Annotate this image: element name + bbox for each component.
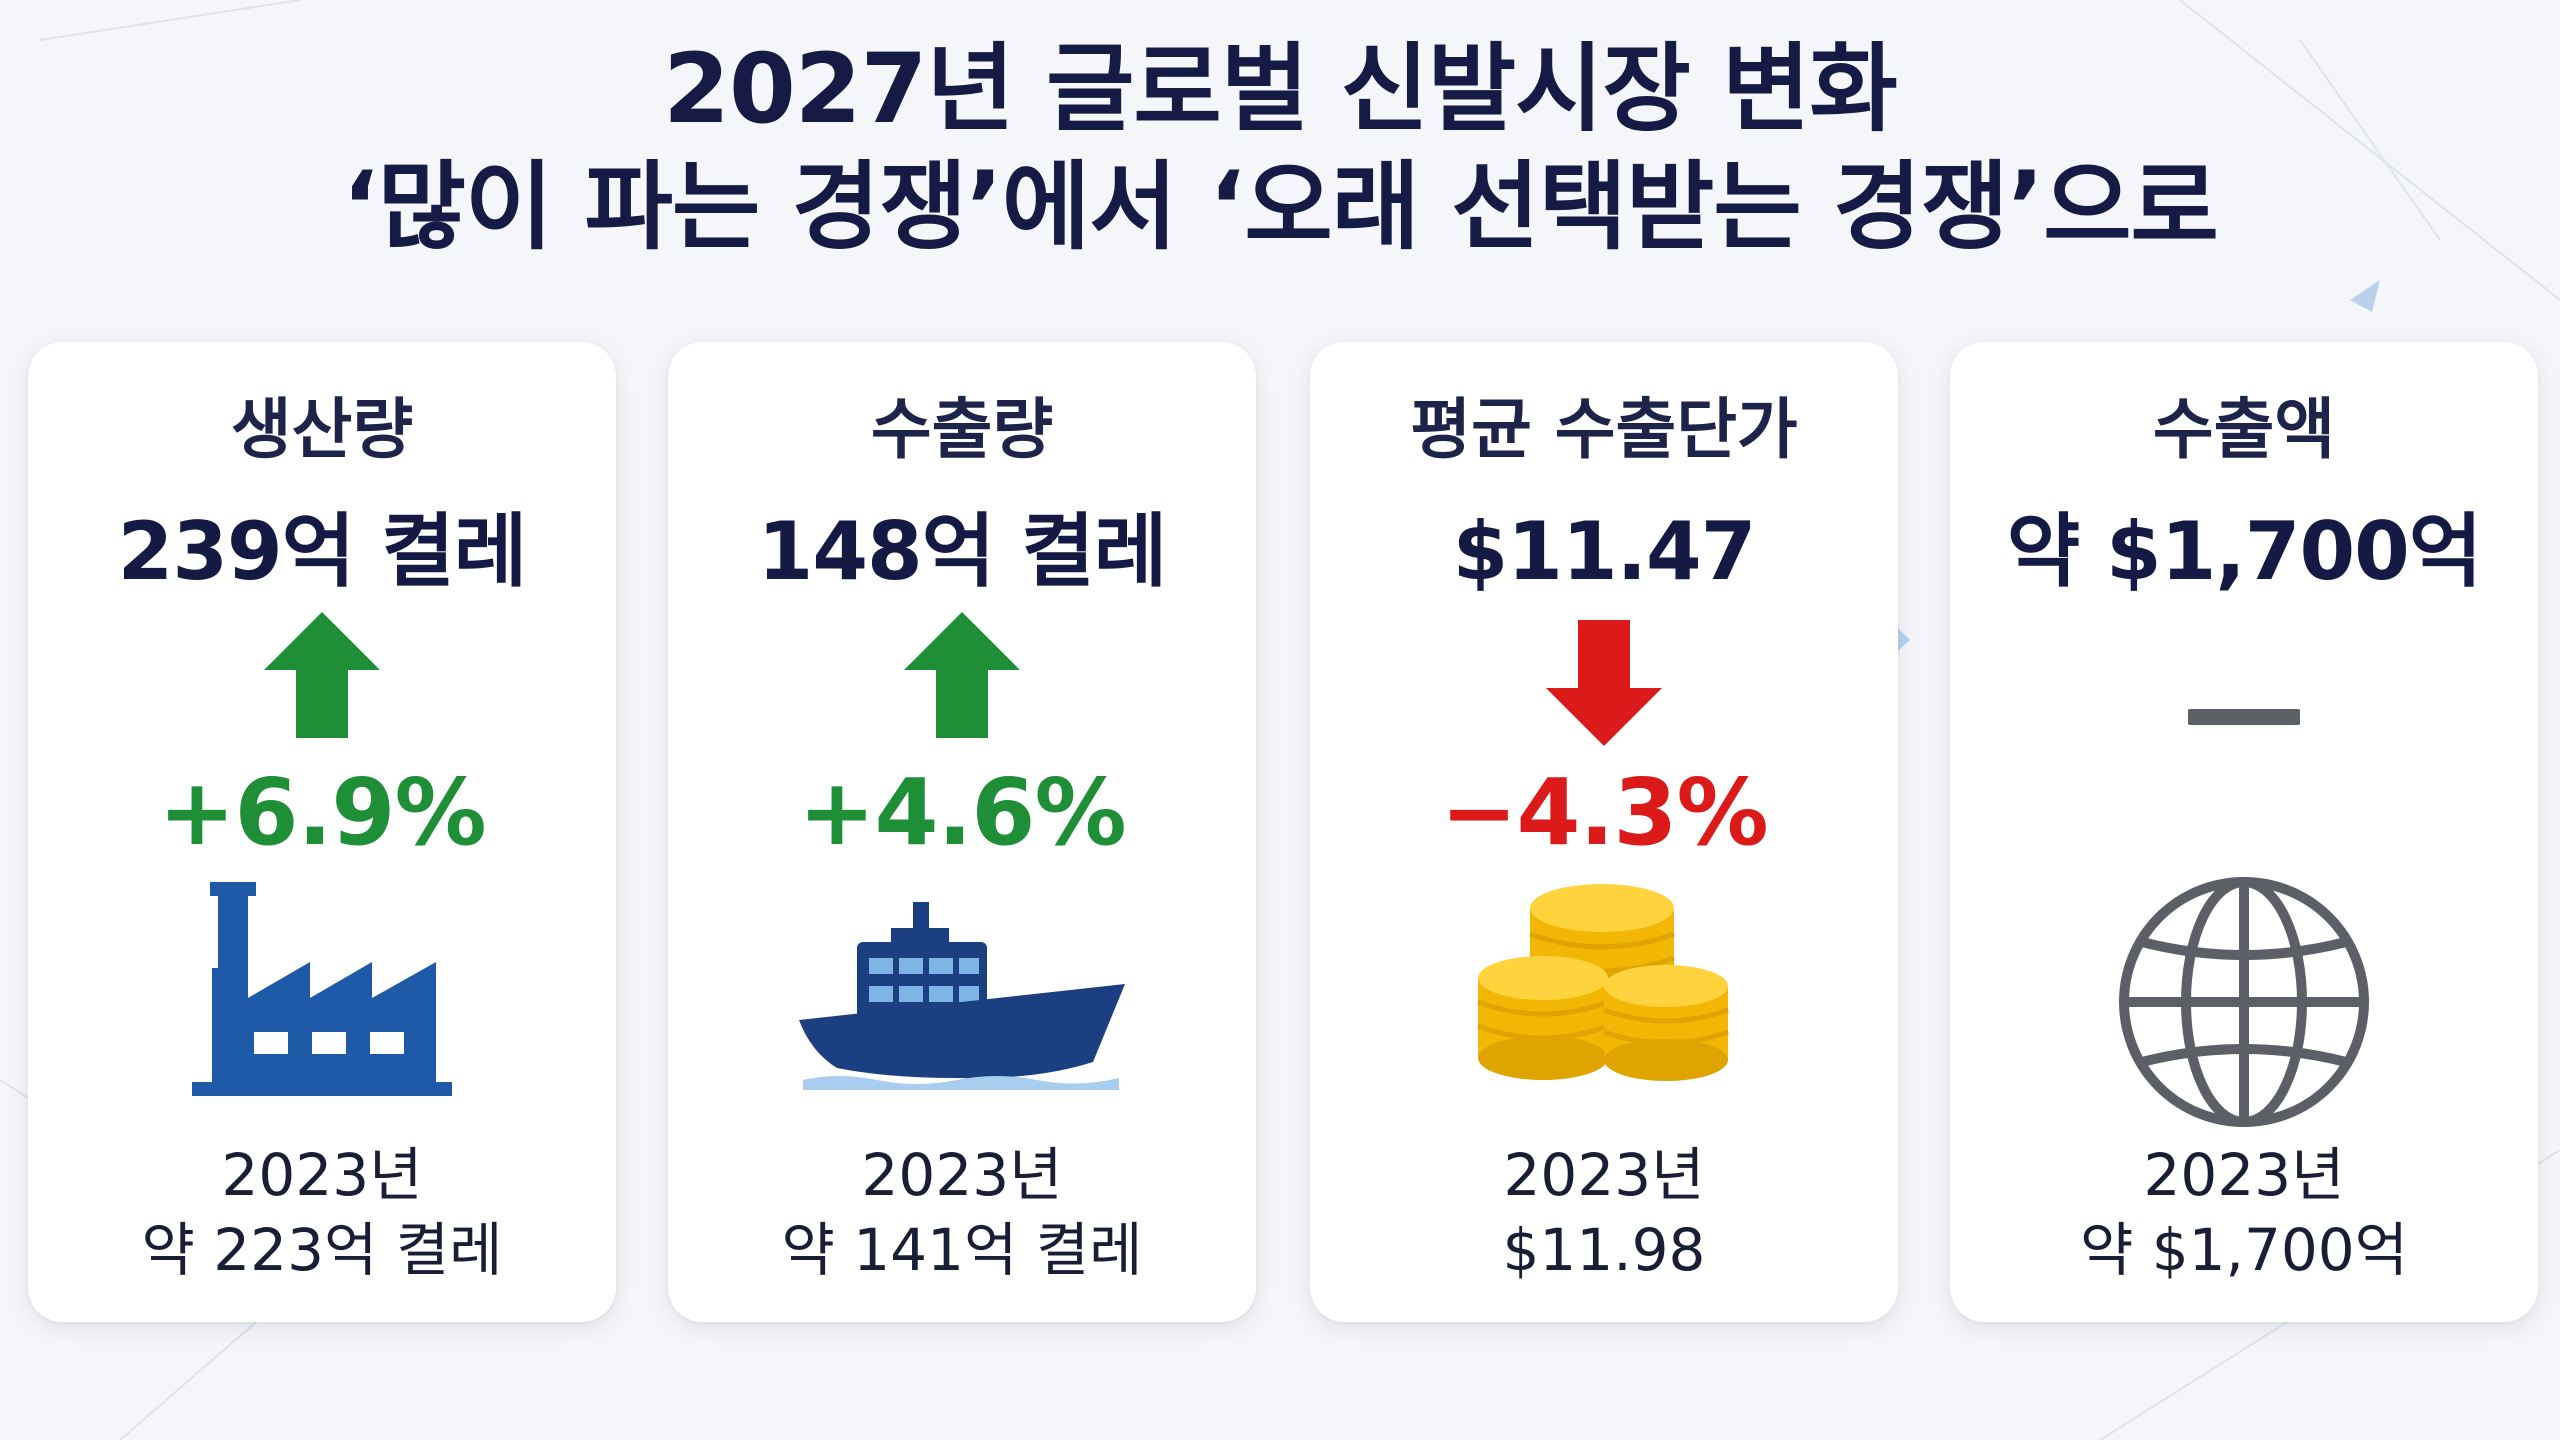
headline: 2027년 글로벌 신발시장 변화 ‘많이 파는 경쟁’에서 ‘오래 선택받는 …: [0, 30, 2560, 266]
base-year: 2023년: [2143, 1141, 2345, 1209]
base-year: 2023년: [861, 1141, 1063, 1209]
base-year: 2023년: [1503, 1141, 1705, 1209]
coins-icon: [1477, 884, 1729, 1081]
headline-line-1: 2027년 글로벌 신발시장 변화: [663, 33, 1898, 145]
card-title: 평균 수출단가: [1410, 391, 1798, 468]
headline-line-2: ‘많이 파는 경쟁’에서 ‘오래 선택받는 경쟁’으로: [342, 151, 2219, 263]
no-change-dash-icon: [2188, 709, 2300, 725]
base-value: 약 141억 켤레: [781, 1216, 1143, 1284]
card-value: $11.47: [1452, 505, 1757, 598]
card-title: 수출량: [870, 391, 1054, 468]
card-export-value: 수출액 약 $1,700억 2023년 약 $1,700억: [1950, 342, 2538, 1322]
base-value: 약 $1,700억: [2079, 1216, 2409, 1284]
card-value: 148억 켤레: [757, 505, 1168, 598]
change-percent: +6.9%: [158, 759, 486, 866]
base-value: $11.98: [1502, 1216, 1706, 1284]
factory-icon: [192, 882, 452, 1096]
base-value: 약 223억 켤레: [141, 1216, 503, 1284]
arrow-up-icon: [904, 612, 1020, 738]
arrow-down-icon: [1546, 620, 1662, 746]
card-export-volume: 수출량 148억 켤레 +4.6% 2023년 약 141억 켤레: [668, 342, 1256, 1322]
card-value: 239억 켤레: [117, 505, 528, 598]
card-title: 수출액: [2152, 391, 2336, 468]
card-title: 생산량: [230, 391, 414, 468]
cargo-ship-icon: [799, 902, 1125, 1090]
card-value: 약 $1,700억: [2006, 505, 2483, 598]
change-percent: −4.3%: [1440, 759, 1768, 866]
card-production: 생산량 239억 켤레 +6.9% 2023년 약 223억 켤레: [28, 342, 616, 1322]
globe-icon: [2119, 877, 2369, 1127]
base-year: 2023년: [221, 1141, 423, 1209]
change-percent: +4.6%: [798, 759, 1126, 866]
arrow-up-icon: [264, 612, 380, 738]
card-average-export-price: 평균 수출단가 $11.47 −4.3%: [1310, 342, 1898, 1322]
